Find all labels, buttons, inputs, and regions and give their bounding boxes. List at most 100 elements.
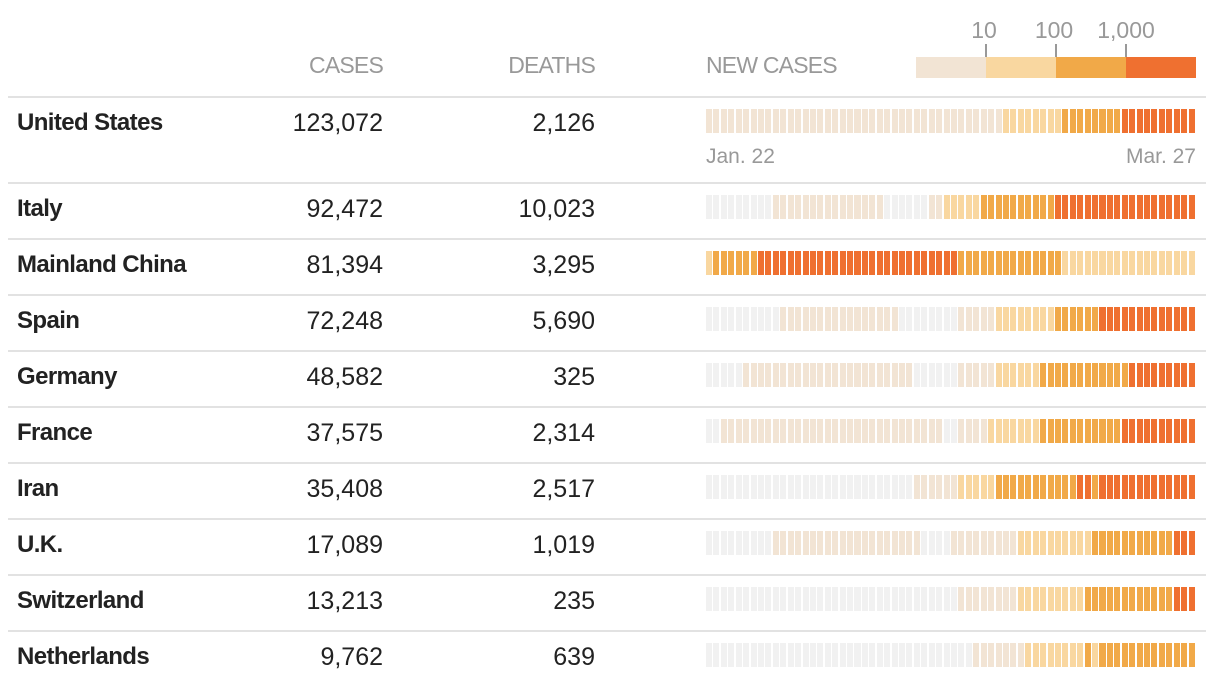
day-cell-level-0 (824, 643, 831, 667)
day-cell-level-1 (795, 195, 802, 219)
day-cell-level-1 (980, 531, 987, 555)
day-cell-level-1 (973, 419, 980, 443)
day-cell-level-0 (943, 587, 950, 611)
day-cell-level-4 (1181, 531, 1188, 555)
day-cell-level-3 (1136, 587, 1143, 611)
day-cell-level-4 (1151, 307, 1158, 331)
day-cell-level-3 (1032, 251, 1039, 275)
day-cell-level-2 (1025, 643, 1032, 667)
day-cell-level-4 (1062, 195, 1069, 219)
day-cell-level-1 (780, 307, 787, 331)
day-cell-level-4 (1054, 195, 1061, 219)
day-cell-level-2 (1047, 307, 1054, 331)
day-cell-level-0 (713, 475, 720, 499)
day-cell-level-2 (965, 475, 972, 499)
day-cell-level-1 (817, 195, 824, 219)
day-cell-level-1 (787, 109, 794, 133)
day-cell-level-0 (735, 587, 742, 611)
day-cell-level-1 (965, 109, 972, 133)
new-cases-strip (706, 587, 1196, 611)
row-divider (8, 462, 1206, 464)
day-cell-level-3 (980, 251, 987, 275)
day-cell-level-1 (787, 363, 794, 387)
day-cell-level-4 (1188, 109, 1195, 133)
table-row: Iran 35,408 2,517 (0, 464, 1212, 518)
day-cell-level-1 (809, 109, 816, 133)
day-cell-level-0 (765, 307, 772, 331)
day-cell-level-0 (951, 363, 958, 387)
day-cell-level-3 (1166, 643, 1173, 667)
day-cell-level-2 (1151, 251, 1158, 275)
day-cell-level-0 (936, 531, 943, 555)
day-cell-level-3 (1047, 475, 1054, 499)
day-cell-level-1 (847, 419, 854, 443)
day-cell-level-1 (809, 195, 816, 219)
day-cell-level-2 (980, 475, 987, 499)
day-cell-level-0 (706, 587, 713, 611)
day-cell-level-4 (1099, 307, 1106, 331)
day-cell-level-0 (743, 475, 750, 499)
deaths-value: 1,019 (532, 531, 595, 559)
day-cell-level-4 (1188, 531, 1195, 555)
country-name: Netherlands (17, 643, 150, 670)
day-cell-level-1 (765, 363, 772, 387)
day-cell-level-2 (1092, 643, 1099, 667)
day-cell-level-1 (795, 531, 802, 555)
day-cell-level-1 (802, 307, 809, 331)
day-cell-level-4 (1144, 307, 1151, 331)
day-cell-level-3 (1166, 531, 1173, 555)
day-cell-level-1 (891, 363, 898, 387)
day-cell-level-4 (899, 251, 906, 275)
day-cell-level-3 (1084, 643, 1091, 667)
day-cell-level-0 (780, 475, 787, 499)
day-cell-level-4 (817, 251, 824, 275)
day-cell-level-1 (876, 531, 883, 555)
day-cell-level-4 (1181, 419, 1188, 443)
day-cell-level-2 (1069, 643, 1076, 667)
day-cell-level-3 (1144, 643, 1151, 667)
day-cell-level-1 (847, 307, 854, 331)
day-cell-level-1 (884, 419, 891, 443)
day-cell-level-1 (876, 419, 883, 443)
day-cell-level-1 (913, 109, 920, 133)
day-cell-level-3 (1121, 587, 1128, 611)
day-cell-level-2 (1017, 109, 1024, 133)
day-cell-level-2 (1062, 587, 1069, 611)
day-cell-level-1 (824, 195, 831, 219)
country-name: Switzerland (17, 587, 144, 614)
day-cell-level-4 (1069, 195, 1076, 219)
day-cell-level-3 (1106, 363, 1113, 387)
day-cell-level-3 (1054, 251, 1061, 275)
day-cell-level-4 (906, 251, 913, 275)
day-cell-level-1 (780, 419, 787, 443)
day-cell-level-2 (706, 251, 713, 275)
day-cell-level-0 (750, 531, 757, 555)
day-cell-level-1 (787, 307, 794, 331)
day-cell-level-0 (780, 643, 787, 667)
day-cell-level-1 (854, 109, 861, 133)
day-cell-level-1 (809, 419, 816, 443)
day-cell-level-2 (1040, 109, 1047, 133)
day-cell-level-0 (802, 587, 809, 611)
day-cell-level-0 (765, 643, 772, 667)
day-cell-level-0 (824, 587, 831, 611)
new-cases-strip (706, 109, 1196, 133)
day-cell-level-1 (854, 531, 861, 555)
table-row: France 37,575 2,314 (0, 408, 1212, 462)
day-cell-level-0 (869, 475, 876, 499)
day-cell-level-2 (1062, 531, 1069, 555)
deaths-value: 10,023 (518, 195, 595, 223)
table-row: Spain 72,248 5,690 (0, 296, 1212, 350)
day-cell-level-1 (884, 109, 891, 133)
day-cell-level-1 (936, 195, 943, 219)
day-cell-level-1 (943, 475, 950, 499)
day-cell-level-0 (802, 643, 809, 667)
day-cell-level-0 (706, 307, 713, 331)
cases-value: 123,072 (292, 109, 383, 137)
day-cell-level-1 (980, 587, 987, 611)
day-cell-level-0 (720, 587, 727, 611)
day-cell-level-0 (936, 307, 943, 331)
table-row: Mainland China 81,394 3,295 (0, 240, 1212, 294)
day-cell-level-0 (713, 307, 720, 331)
day-cell-level-3 (1002, 251, 1009, 275)
